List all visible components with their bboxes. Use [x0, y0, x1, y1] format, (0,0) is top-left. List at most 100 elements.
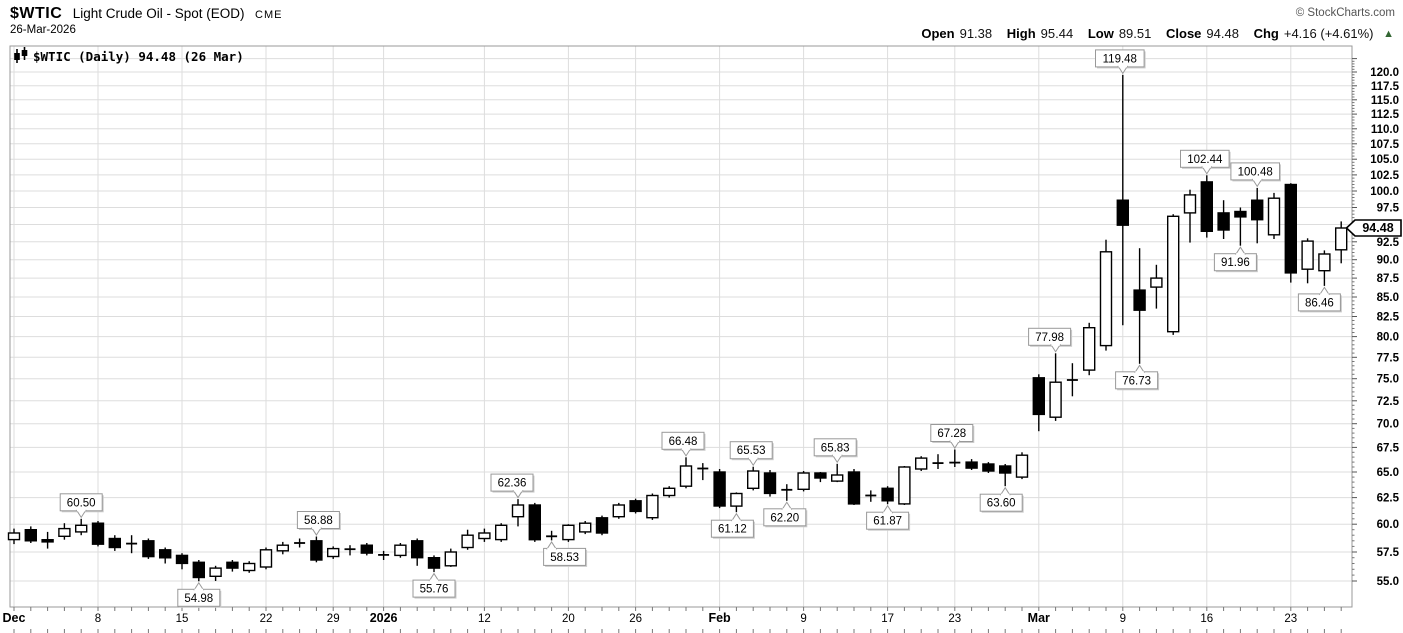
chart-legend: $WTIC (Daily) 94.48 (26 Mar)	[14, 47, 244, 64]
x-axis-label: 9	[1120, 613, 1126, 625]
up-arrow-icon: ▲	[1383, 28, 1394, 40]
x-axis-label: 9	[800, 613, 806, 625]
candle	[175, 553, 189, 570]
candle	[91, 521, 105, 547]
x-axis-label: 12	[478, 613, 491, 625]
candle	[7, 528, 21, 545]
y-axis-label: 77.5	[1377, 352, 1400, 364]
price-callout-text: 63.60	[987, 498, 1016, 510]
price-callout-text: 65.53	[737, 445, 766, 457]
candle	[1334, 221, 1348, 264]
candle	[1166, 214, 1180, 335]
candle	[1217, 200, 1230, 239]
candle	[982, 462, 995, 473]
price-callout: 100.48	[1230, 162, 1281, 188]
price-callout: 119.48	[1095, 49, 1146, 75]
price-callout: 62.20	[763, 501, 808, 528]
candle	[679, 457, 693, 489]
x-axis-label: 22	[260, 613, 273, 625]
x-axis-label: Mar	[1028, 611, 1050, 625]
price-callout: 54.98	[177, 581, 222, 608]
exchange-label: CME	[255, 9, 283, 21]
candle	[1200, 175, 1214, 238]
y-axis-label: 85.0	[1377, 292, 1399, 304]
price-callout: 58.53	[543, 541, 588, 567]
y-axis-label: 110.0	[1371, 124, 1399, 136]
price-callout: 55.76	[412, 572, 457, 599]
candle	[310, 536, 323, 563]
price-callout: 67.28	[930, 424, 975, 449]
y-axis-label: 65.0	[1377, 467, 1399, 479]
price-callout: 91.96	[1213, 246, 1258, 273]
price-callout-text: 58.53	[550, 552, 579, 564]
candle	[1234, 207, 1247, 246]
y-axis-label: 70.0	[1377, 419, 1399, 431]
price-callout-text: 100.48	[1238, 166, 1273, 178]
y-axis-label: 97.5	[1377, 203, 1400, 215]
price-callout: 66.48	[661, 431, 706, 457]
candle	[1183, 189, 1197, 243]
y-axis-label: 87.5	[1377, 273, 1400, 285]
y-axis-label: 55.0	[1377, 576, 1399, 588]
price-callout: 61.12	[710, 512, 755, 539]
price-callout: 65.83	[813, 438, 858, 464]
y-axis-label: 60.0	[1377, 519, 1399, 531]
candle	[74, 518, 88, 536]
candle	[511, 499, 525, 527]
price-callout-text: 61.12	[718, 524, 747, 536]
chart-title: $WTIC Light Crude Oil - Spot (EOD) CME	[10, 5, 282, 23]
candle	[41, 531, 54, 549]
y-axis-label: 57.5	[1377, 547, 1400, 559]
y-axis-label: 105.0	[1370, 154, 1399, 166]
y-axis-label: 75.0	[1377, 374, 1399, 386]
price-callout-text: 86.46	[1305, 297, 1334, 309]
x-axis-label: Feb	[708, 611, 731, 625]
x-axis-label: 8	[95, 613, 101, 625]
candle	[427, 555, 441, 573]
candle	[1133, 248, 1146, 364]
x-axis-label: 20	[562, 613, 575, 625]
candle	[697, 463, 709, 481]
candle	[546, 530, 558, 541]
candle	[1015, 452, 1029, 480]
y-axis-label: 82.5	[1377, 312, 1400, 324]
price-callout-text: 61.87	[873, 516, 902, 528]
x-axis-label: 23	[1284, 613, 1297, 625]
x-axis-label: 26	[629, 613, 642, 625]
candle	[747, 466, 760, 491]
gridlines	[10, 46, 1352, 607]
candle	[327, 546, 340, 559]
y-axis-label: 67.5	[1377, 442, 1400, 454]
price-callout: 76.73	[1115, 364, 1160, 391]
y-axis-label: 120.0	[1370, 67, 1399, 79]
candle	[1284, 183, 1298, 283]
price-callout: 77.98	[1028, 327, 1073, 353]
copyright-label: © StockCharts.com	[1295, 7, 1395, 19]
chart-date: 26-Mar-2026	[10, 24, 76, 36]
candle	[595, 515, 609, 536]
price-callout: 65.53	[729, 441, 774, 467]
candle	[629, 498, 642, 514]
candle	[730, 492, 743, 513]
candle	[294, 538, 306, 548]
price-callout-text: 55.76	[420, 584, 449, 596]
symbol-label: $WTIC	[10, 5, 63, 22]
candle	[1066, 363, 1078, 397]
candle	[612, 502, 625, 519]
x-axis: Dec 8 15 22 29 2026 12 20 26 Feb 9 17 23 Mar 9 16 23	[3, 607, 1342, 633]
price-callout-text: 67.28	[937, 428, 966, 440]
candlesticks-layer	[7, 74, 1348, 582]
candle	[781, 484, 793, 501]
y-axis-label: 107.5	[1370, 139, 1399, 151]
x-axis-label: Dec	[3, 611, 26, 625]
price-callout-text: 91.96	[1221, 257, 1250, 269]
candle	[562, 524, 575, 542]
candle	[495, 523, 508, 542]
candle	[461, 529, 474, 550]
chg-value: +4.16 (+4.61%)	[1283, 26, 1374, 41]
low-label: Low	[1087, 26, 1114, 41]
price-callout-text: 60.50	[67, 497, 96, 509]
price-callout: 63.60	[979, 486, 1024, 513]
